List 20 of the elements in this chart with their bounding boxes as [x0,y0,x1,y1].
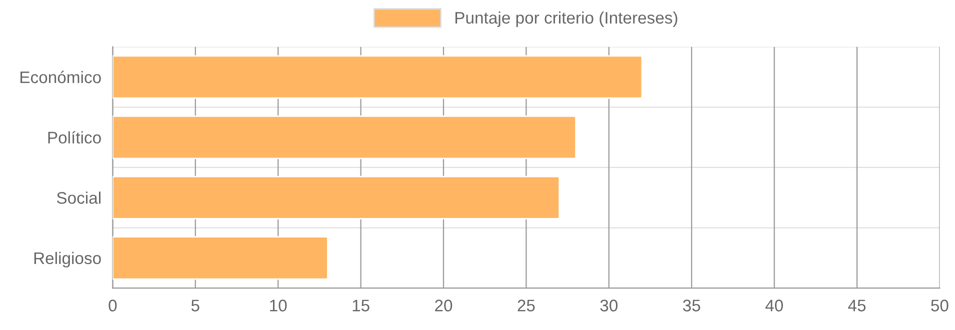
x-tick-label: 40 [765,300,783,312]
x-tick-label: 10 [270,300,287,312]
y-tick-label: Social [56,192,100,204]
bar [112,116,577,160]
bar [112,55,643,99]
y-tick-label: Económico [20,70,101,84]
y-tick-label: Político [48,131,101,144]
x-tick-label: 30 [600,300,618,312]
y-tick-label: Religioso [34,252,101,268]
bar [112,176,560,220]
x-tick-label: 25 [518,300,535,312]
x-tick-label: 35 [682,300,700,312]
x-tick-label: 5 [191,300,200,312]
x-tick-label: 0 [108,300,117,312]
x-tick-label: 20 [435,300,452,312]
x-tick-label: 50 [931,300,948,312]
x-tick-label: 15 [352,300,370,312]
bar [112,236,328,280]
x-tick-label: 45 [848,300,866,312]
legend-label: Puntaje por criterio (Intereses) [455,11,678,27]
